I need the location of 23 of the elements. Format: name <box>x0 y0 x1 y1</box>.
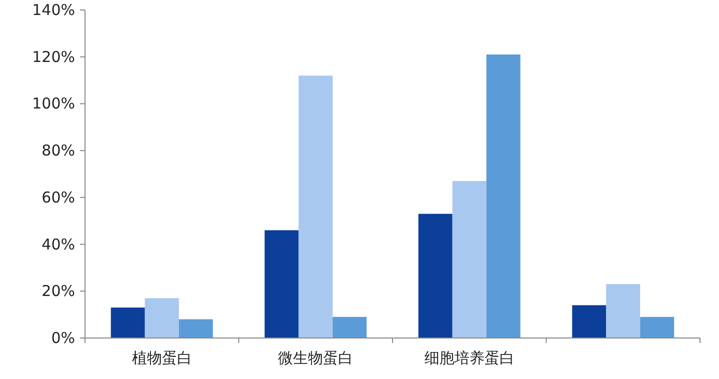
x-tick-label: 植物蛋白 <box>132 349 192 367</box>
bar <box>110 308 145 338</box>
y-tick-label: 120% <box>32 48 75 66</box>
y-tick-label: 80% <box>42 142 75 160</box>
bar <box>178 319 213 338</box>
bar <box>572 305 606 338</box>
bar <box>452 181 486 338</box>
y-tick-label: 100% <box>32 94 75 113</box>
y-tick-label: 60% <box>42 188 75 206</box>
bar <box>640 316 674 338</box>
bar <box>486 54 520 338</box>
x-tick-label: 微生物蛋白 <box>278 349 354 367</box>
x-tick-label: 细胞培养蛋白 <box>424 349 514 367</box>
bar <box>332 316 367 338</box>
y-tick-label: 40% <box>42 235 75 254</box>
y-tick-label: 140% <box>32 1 75 19</box>
bar <box>264 230 299 338</box>
y-tick-label: 0% <box>51 329 75 347</box>
bar <box>606 284 640 338</box>
bar <box>144 298 179 338</box>
y-tick-label: 20% <box>42 282 75 300</box>
bar <box>418 214 452 338</box>
bar <box>298 76 333 338</box>
